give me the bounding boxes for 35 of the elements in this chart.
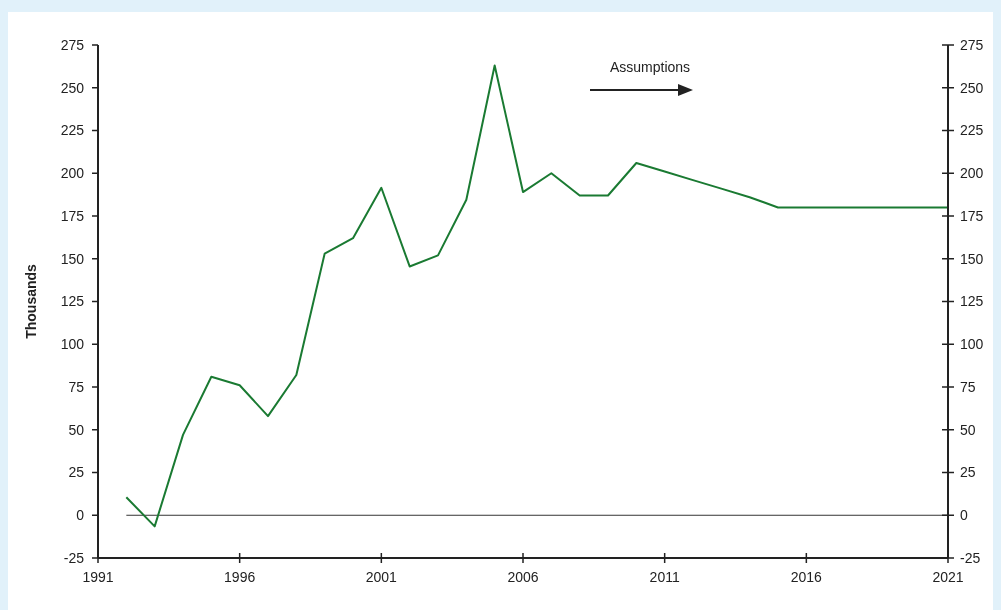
y2-tick-label: 125 — [960, 293, 984, 310]
y-tick-label: 75 — [68, 378, 85, 395]
x-tick-label: 1991 — [82, 569, 114, 585]
y2-tick-label: 175 — [960, 207, 984, 224]
y-tick-label: 225 — [60, 122, 85, 139]
y2-tick-label: 150 — [960, 250, 984, 267]
x-tick-label: 1996 — [224, 569, 256, 585]
y-axis-title: Thousands — [23, 263, 39, 339]
y2-tick-label: 275 — [960, 36, 984, 53]
x-tick-label: 2011 — [649, 569, 680, 585]
y2-tick-label: 0 — [960, 507, 968, 524]
y-tick-label: 0 — [76, 507, 85, 524]
annotation: Assumptions — [609, 59, 691, 75]
y2-tick-label: 50 — [960, 421, 976, 438]
y2-tick-label: 200 — [960, 165, 984, 182]
y-tick-label: 125 — [60, 293, 85, 310]
x-tick-label: 2001 — [365, 569, 398, 585]
y2-tick-label: 75 — [960, 378, 976, 395]
x-tick-label: 2016 — [790, 569, 823, 585]
y-tick-label: 275 — [60, 36, 85, 53]
x-tick-label: 2006 — [507, 569, 539, 585]
y2-tick-label: -25 — [960, 549, 981, 566]
y-tick-label: 175 — [60, 207, 85, 224]
y-tick-label: 100 — [60, 336, 85, 353]
y-tick-label: 25 — [68, 464, 85, 481]
y-tick-label: 200 — [60, 165, 85, 182]
y-tick-label: -25 — [63, 549, 85, 566]
y2-tick-label: 100 — [960, 336, 984, 353]
y-tick-label: 250 — [60, 79, 85, 96]
y-tick-label: 150 — [60, 250, 85, 267]
y2-tick-label: 25 — [960, 464, 976, 481]
x-tick-label: 2021 — [932, 569, 964, 585]
y2-tick-label: 225 — [960, 122, 984, 139]
y2-tick-label: 250 — [960, 79, 984, 96]
y-tick-label: 50 — [68, 421, 85, 438]
